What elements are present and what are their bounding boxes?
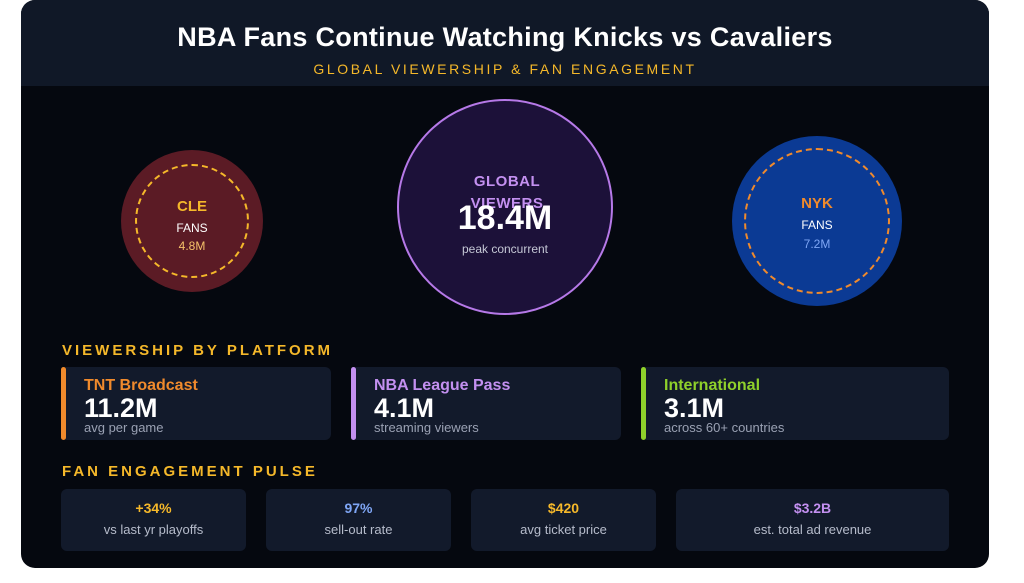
platform-card-league-pass: NBA League Pass 4.1M streaming viewers bbox=[351, 367, 621, 440]
nyk-fans-value: 7.2M bbox=[803, 237, 831, 251]
platform-card-international: International 3.1M across 60+ countries bbox=[641, 367, 949, 440]
nyk-team-label: NYK bbox=[801, 195, 833, 212]
pulse-value: 97% bbox=[344, 500, 373, 516]
platform-section-heading: VIEWERSHIP BY PLATFORM bbox=[62, 342, 334, 359]
cle-fans-value: 4.8M bbox=[178, 239, 206, 253]
platform-sub: across 60+ countries bbox=[664, 420, 785, 435]
cle-fans-label: FANS bbox=[176, 221, 208, 235]
pulse-card-growth: +34% vs last yr playoffs bbox=[61, 489, 246, 551]
pulse-value: $420 bbox=[547, 500, 580, 516]
pulse-sub: vs last yr playoffs bbox=[103, 522, 204, 537]
pulse-card-sellout: 97% sell-out rate bbox=[266, 489, 451, 551]
global-viewers-circle: GLOBAL VIEWERS 18.4M peak concurrent bbox=[397, 99, 613, 315]
cle-team-label: CLE bbox=[177, 198, 207, 215]
header: NBA Fans Continue Watching Knicks vs Cav… bbox=[21, 0, 989, 86]
pulse-section-heading: FAN ENGAGEMENT PULSE bbox=[62, 463, 318, 480]
platform-name: NBA League Pass bbox=[374, 377, 511, 394]
platform-value: 11.2M bbox=[84, 393, 158, 423]
platform-name: TNT Broadcast bbox=[84, 377, 198, 394]
page-subtitle: GLOBAL VIEWERSHIP & FAN ENGAGEMENT bbox=[313, 61, 697, 77]
pulse-sub: est. total ad revenue bbox=[753, 522, 872, 537]
pulse-card-ticket: $420 avg ticket price bbox=[471, 489, 656, 551]
platform-value: 4.1M bbox=[374, 393, 435, 423]
cle-dashed-ring bbox=[135, 164, 249, 278]
nyk-fans-label: FANS bbox=[801, 218, 833, 232]
nyk-dashed-ring bbox=[744, 148, 890, 294]
platform-name: International bbox=[664, 377, 761, 394]
platform-accent-bar bbox=[61, 367, 66, 440]
global-viewers-sub: peak concurrent bbox=[461, 242, 549, 256]
pulse-sub: avg ticket price bbox=[520, 522, 607, 537]
global-viewers-value: 18.4M bbox=[457, 199, 553, 237]
pulse-card-ad-revenue: $3.2B est. total ad revenue bbox=[676, 489, 949, 551]
pulse-value: +34% bbox=[135, 500, 172, 516]
pulse-sub: sell-out rate bbox=[324, 522, 393, 537]
platform-value: 3.1M bbox=[664, 393, 725, 423]
platform-sub: avg per game bbox=[84, 420, 164, 435]
platform-sub: streaming viewers bbox=[374, 420, 479, 435]
cle-fans-circle: CLE FANS 4.8M bbox=[121, 150, 263, 292]
platform-accent-bar bbox=[351, 367, 356, 440]
nyk-fans-circle: NYK FANS 7.2M bbox=[732, 136, 902, 306]
page-title: NBA Fans Continue Watching Knicks vs Cav… bbox=[177, 22, 833, 52]
infographic-card: NBA Fans Continue Watching Knicks vs Cav… bbox=[21, 0, 989, 568]
global-viewers-label: GLOBAL VIEWERS bbox=[470, 173, 544, 212]
platform-card-tnt: TNT Broadcast 11.2M avg per game bbox=[61, 367, 331, 440]
pulse-value: $3.2B bbox=[793, 500, 832, 516]
platform-accent-bar bbox=[641, 367, 646, 440]
